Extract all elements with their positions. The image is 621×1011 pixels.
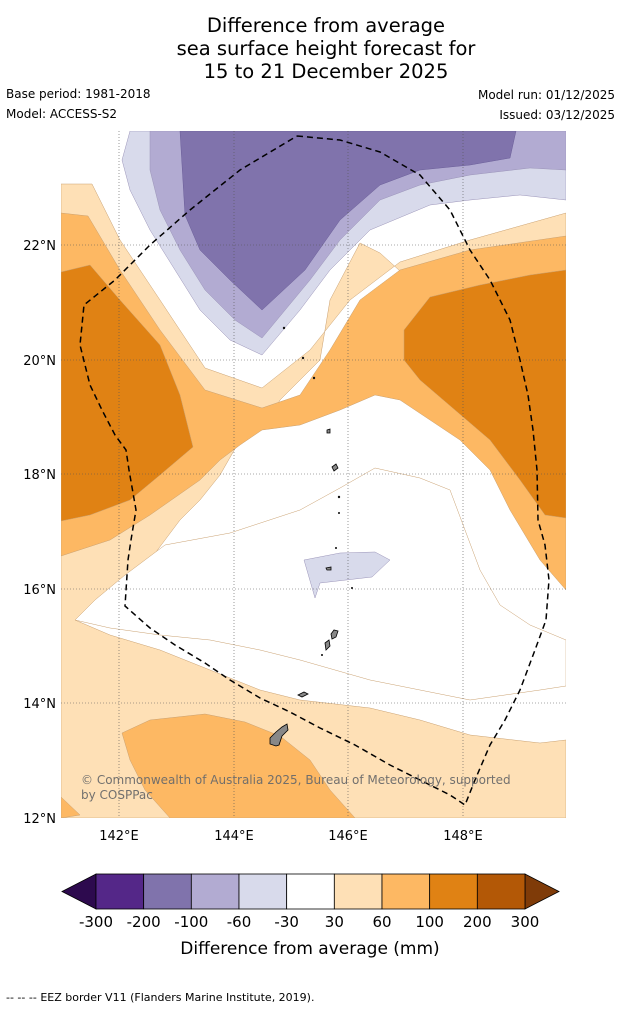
title-line-3: 15 to 21 December 2025 <box>203 60 449 83</box>
lon-label-142e: 142°E <box>99 829 139 844</box>
colorbar-segment <box>143 873 192 910</box>
colorbar: -300 -200 -100 -60 -30 30 60 100 200 300 <box>61 873 560 931</box>
base-period: Base period: 1981-2018 <box>6 87 151 101</box>
colorbar-tick-label: 100 <box>415 913 444 931</box>
island-anatahan <box>325 566 332 571</box>
band-100-200-east <box>403 269 566 519</box>
colorbar-segment <box>333 873 383 910</box>
island-agrihan <box>326 428 331 434</box>
band-neg-30-60-patch <box>303 551 391 599</box>
title-line-2: sea surface height forecast for <box>176 37 476 60</box>
colorbar-tick-label: 200 <box>463 913 492 931</box>
band-30-60 <box>61 183 566 818</box>
colorbar-tick-label: 60 <box>372 913 391 931</box>
island-small-5 <box>337 512 340 515</box>
lat-label-20n: 20°N <box>23 354 56 369</box>
colorbar-tick-label: -200 <box>127 913 161 931</box>
colorbar-segment <box>238 873 288 910</box>
band-60-100-south <box>121 713 356 818</box>
eez-legend: -- -- -- EEZ border V11 (Flanders Marine… <box>6 991 314 1004</box>
island-tinian <box>324 639 331 651</box>
island-saipan <box>330 629 339 640</box>
island-pagan <box>331 463 339 472</box>
band-neutral-south <box>74 467 566 701</box>
island-small-6 <box>334 547 337 550</box>
copyright-line-2: by COSPPac <box>81 788 153 802</box>
model-name: Model: ACCESS-S2 <box>6 107 118 121</box>
colorbar-label: Difference from average (mm) <box>180 939 439 959</box>
colorbar-tick-label: -300 <box>79 913 113 931</box>
colorbar-extend-high <box>524 873 560 910</box>
colorbar-tick-label: 30 <box>325 913 344 931</box>
colorbar-tick-label: 300 <box>511 913 540 931</box>
lat-label-14n: 14°N <box>23 697 56 712</box>
lat-label-18n: 18°N <box>23 468 56 483</box>
island-small-2 <box>301 356 305 360</box>
island-rota <box>297 691 309 698</box>
island-small-1 <box>282 326 286 330</box>
colorbar-segment <box>381 873 431 910</box>
lon-label-146e: 146°E <box>328 829 368 844</box>
island-small-8 <box>320 654 323 657</box>
issued-date: Issued: 03/12/2025 <box>499 108 615 122</box>
band-60-100-southwest <box>61 796 81 818</box>
colorbar-segment <box>190 873 240 910</box>
sea-level-anomaly-field: © Commonwealth of Australia 2025, Bureau… <box>61 131 566 818</box>
gridlines <box>61 131 566 818</box>
title-line-1: Difference from average <box>206 14 446 37</box>
copyright-line-1: © Commonwealth of Australia 2025, Bureau… <box>81 773 511 787</box>
lon-label-148e: 148°E <box>443 829 483 844</box>
band-neg-100-200 <box>179 131 517 311</box>
island-small-7 <box>350 587 353 590</box>
colorbar-extend-low <box>61 873 97 910</box>
islands <box>269 326 353 747</box>
lat-label-12n: 12°N <box>23 812 56 827</box>
eez-border <box>79 135 550 807</box>
island-guam <box>269 723 289 747</box>
island-small-3 <box>312 376 316 380</box>
colorbar-segment <box>95 873 145 910</box>
colorbar-tick-label: -60 <box>227 913 252 931</box>
lon-label-144e: 144°E <box>214 829 254 844</box>
lat-labels: 22°N 20°N 18°N 16°N 14°N 12°N <box>23 239 56 827</box>
map-title: Difference from average sea surface heig… <box>0 14 621 83</box>
eez-legend-marker: -- -- -- <box>6 991 37 1004</box>
island-small-4 <box>337 495 341 499</box>
colorbar-tick-label: -100 <box>174 913 208 931</box>
lon-labels: 142°E 144°E 146°E 148°E <box>99 829 483 844</box>
eez-legend-text: EEZ border V11 (Flanders Marine Institut… <box>40 991 315 1004</box>
lat-label-16n: 16°N <box>23 583 56 598</box>
colorbar-segment <box>286 873 335 910</box>
colorbar-segment <box>429 873 478 910</box>
lat-label-22n: 22°N <box>23 239 56 254</box>
colorbar-tick-label: -30 <box>274 913 299 931</box>
model-run: Model run: 01/12/2025 <box>477 88 615 102</box>
band-100-200-west <box>61 264 194 522</box>
colorbar-segment <box>476 873 526 910</box>
